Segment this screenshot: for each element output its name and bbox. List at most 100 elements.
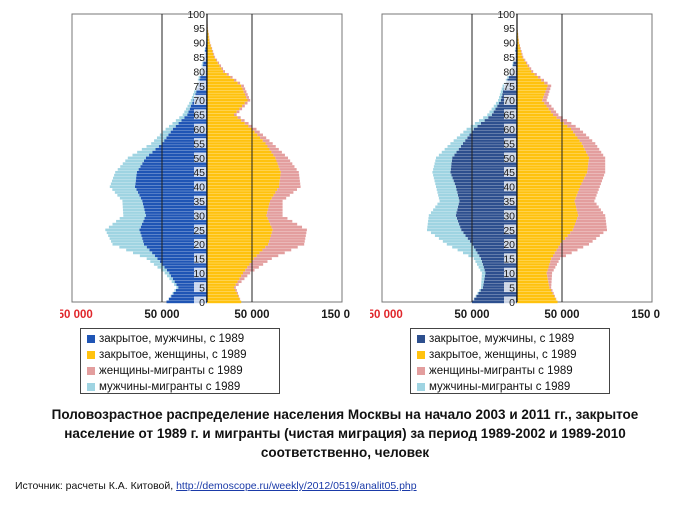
bar-male-migrants [505, 78, 508, 82]
bar-closed-female [207, 266, 248, 269]
bar-closed-male [155, 147, 207, 151]
bar-closed-female [207, 32, 209, 36]
bar-male-migrants [122, 205, 144, 209]
bar-closed-male [508, 75, 517, 79]
bar-male-migrants [184, 110, 189, 114]
bar-male-migrants [174, 289, 176, 292]
bar-closed-female [207, 202, 270, 206]
bar-closed-male [205, 47, 207, 50]
caption-line-1: Половозрастное распределение населения М… [51, 407, 639, 422]
bar-female-migrants [273, 153, 285, 157]
bar-female-migrants [251, 260, 268, 263]
bar-closed-female [207, 136, 261, 140]
bar-closed-female [207, 142, 266, 145]
bar-male-migrants [446, 242, 472, 246]
bar-female-migrants [244, 93, 248, 96]
bar-closed-female [517, 237, 566, 240]
bar-female-migrants [259, 251, 285, 255]
bar-male-migrants [481, 286, 483, 289]
bar-female-migrants [573, 225, 607, 229]
bar-female-migrants [548, 107, 554, 111]
bar-closed-female [207, 55, 215, 59]
bar-closed-male [135, 182, 207, 186]
bar-female-migrants [554, 251, 572, 255]
bar-closed-female [517, 147, 585, 151]
age-tick-label: 95 [193, 23, 205, 35]
age-tick-label: 15 [193, 254, 205, 266]
bar-male-migrants [438, 153, 455, 157]
bar-closed-male [451, 162, 517, 165]
bar-closed-female [207, 280, 238, 284]
bar-female-migrants [575, 133, 587, 137]
source-link[interactable]: http://demoscope.ru/weekly/2012/0519/ana… [176, 480, 417, 492]
bar-male-migrants [114, 173, 137, 177]
bar-closed-female [517, 257, 552, 260]
bar-closed-male [162, 263, 207, 266]
bar-closed-female [207, 168, 280, 171]
bar-closed-female [207, 38, 210, 42]
bar-closed-male [456, 188, 517, 191]
bar-female-migrants [223, 70, 225, 73]
bar-closed-male [469, 240, 517, 243]
bar-closed-female [207, 268, 246, 272]
age-tick-label: 0 [199, 297, 205, 309]
bar-female-migrants [587, 170, 606, 174]
bar-female-migrants [221, 67, 224, 70]
bar-male-migrants [161, 268, 167, 272]
bar-closed-male [461, 228, 517, 232]
bar-male-migrants [122, 199, 143, 203]
bar-closed-male [502, 93, 517, 96]
bar-male-migrants [122, 202, 143, 206]
age-tick-bg [194, 80, 206, 91]
bar-male-migrants [108, 225, 141, 229]
bar-closed-female [517, 168, 588, 171]
bar-closed-male [460, 225, 517, 229]
bar-closed-female [207, 153, 274, 157]
bar-female-migrants [520, 47, 521, 50]
bar-female-migrants [216, 58, 218, 62]
bar-closed-male [181, 119, 207, 122]
source-note: Источник: расчеты К.А. Китовой, http://d… [15, 480, 417, 492]
bar-female-migrants [551, 257, 561, 260]
bar-closed-male [195, 93, 207, 96]
bar-female-migrants [245, 268, 255, 272]
bar-male-migrants [427, 225, 461, 229]
bar-closed-male [152, 251, 207, 255]
bar-male-migrants [115, 170, 137, 174]
bar-closed-female [207, 294, 239, 298]
bar-closed-female [207, 84, 242, 88]
figure-caption: Половозрастное распределение населения М… [0, 405, 690, 462]
bar-male-migrants [457, 248, 476, 252]
bar-closed-male [451, 173, 517, 177]
legend-label: мужчины-мигранты с 1989 [429, 381, 571, 393]
legend-label: закрытое, мужчины, с 1989 [429, 333, 575, 345]
bar-male-migrants [146, 145, 159, 148]
bar-closed-female [207, 139, 263, 142]
bar-female-migrants [550, 110, 557, 114]
bar-male-migrants [475, 294, 477, 298]
bar-male-migrants [117, 194, 140, 197]
bar-male-migrants [468, 254, 480, 258]
bar-male-migrants [111, 240, 144, 243]
bar-male-migrants [171, 280, 175, 284]
bar-closed-female [207, 113, 234, 116]
bar-female-migrants [544, 93, 549, 96]
age-tick-bg [504, 253, 516, 264]
age-tick-label: 15 [503, 254, 515, 266]
bar-closed-male [136, 173, 207, 177]
bar-closed-female [207, 234, 271, 237]
bar-closed-male [158, 145, 207, 148]
legend-swatch [417, 383, 425, 391]
bar-female-migrants [534, 73, 537, 76]
bar-closed-male [484, 274, 517, 278]
x-tick-label: 50 000 [454, 309, 489, 321]
bar-closed-female [207, 35, 209, 39]
bar-female-migrants [213, 52, 215, 56]
age-tick-bg [194, 224, 206, 235]
bar-closed-male [203, 61, 207, 65]
bar-closed-male [457, 219, 517, 223]
bar-closed-female [517, 130, 574, 134]
bar-female-migrants [277, 188, 297, 191]
bar-female-migrants [562, 240, 593, 243]
age-tick-bg [504, 224, 516, 235]
